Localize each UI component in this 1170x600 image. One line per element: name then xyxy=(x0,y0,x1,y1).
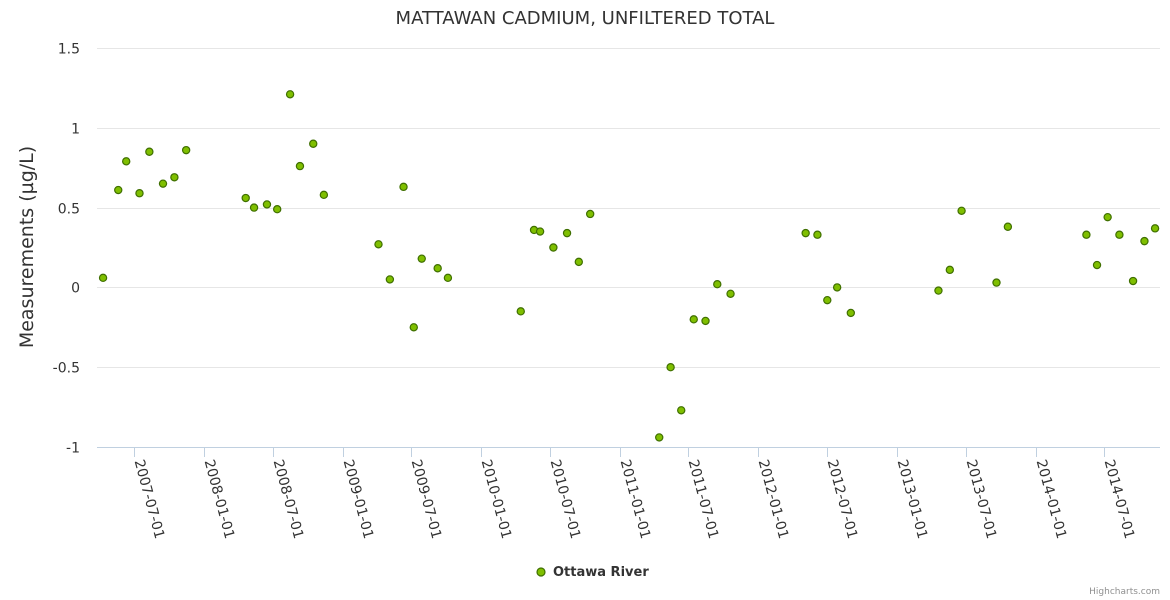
x-tick-label: 2010-07-01 xyxy=(547,458,584,541)
data-point[interactable] xyxy=(535,227,545,236)
data-point[interactable] xyxy=(934,286,943,295)
data-point[interactable] xyxy=(655,433,664,442)
data-point[interactable] xyxy=(992,278,1001,287)
data-point[interactable] xyxy=(273,204,282,214)
data-point[interactable] xyxy=(114,185,123,195)
x-tick-label: 2012-07-01 xyxy=(824,458,861,541)
credits-link[interactable]: Highcharts.com xyxy=(1089,587,1160,597)
data-point[interactable] xyxy=(1082,230,1091,239)
x-tick-label: 2013-07-01 xyxy=(963,458,1000,541)
data-point[interactable] xyxy=(574,257,584,267)
x-tick-label: 2008-07-01 xyxy=(270,458,307,541)
y-tick-label: -1 xyxy=(66,441,80,457)
y-axis: 1.5 1 0.5 0 -0.5 -1 xyxy=(53,42,80,457)
data-point[interactable] xyxy=(241,193,250,203)
data-point[interactable] xyxy=(846,308,856,318)
y-tick-label: 1 xyxy=(71,122,80,138)
legend-item-ottawa-river[interactable]: Ottawa River xyxy=(553,565,649,580)
x-tick-label: 2014-07-01 xyxy=(1101,458,1138,541)
data-point[interactable] xyxy=(801,228,810,238)
data-point[interactable] xyxy=(549,243,558,252)
data-point[interactable] xyxy=(957,206,966,215)
x-tick-label: 2008-01-01 xyxy=(201,458,238,541)
x-tick-label: 2011-01-01 xyxy=(617,458,654,541)
data-point[interactable] xyxy=(309,139,318,148)
data-point[interactable] xyxy=(98,273,108,283)
data-point[interactable] xyxy=(262,200,272,209)
y-tick-label: 0.5 xyxy=(58,202,80,218)
data-point[interactable] xyxy=(285,90,295,99)
data-point[interactable] xyxy=(689,315,698,324)
data-point[interactable] xyxy=(832,283,842,292)
x-axis: 2007-07-01 2008-01-01 2008-07-01 2009-01-01… xyxy=(97,447,1160,541)
data-point[interactable] xyxy=(1092,260,1102,270)
data-point[interactable] xyxy=(823,295,832,305)
data-point[interactable] xyxy=(417,254,426,263)
data-point[interactable] xyxy=(181,145,191,155)
data-point[interactable] xyxy=(295,161,305,171)
data-point[interactable] xyxy=(385,275,395,284)
data-point[interactable] xyxy=(945,265,955,275)
data-point[interactable] xyxy=(726,289,735,298)
data-point[interactable] xyxy=(677,406,686,415)
y-tick-label: 0 xyxy=(71,281,80,297)
data-point[interactable] xyxy=(443,273,453,283)
x-tick-label: 2009-07-01 xyxy=(408,458,445,541)
data-point[interactable] xyxy=(170,173,179,182)
x-tick-label: 2012-01-01 xyxy=(755,458,792,541)
data-point[interactable] xyxy=(1150,224,1160,233)
x-tick-label: 2009-01-01 xyxy=(340,458,377,541)
x-tick-label: 2007-07-01 xyxy=(131,458,168,541)
data-point[interactable] xyxy=(701,316,710,326)
data-point[interactable] xyxy=(562,228,572,238)
x-tick-label: 2013-01-01 xyxy=(894,458,931,541)
data-point[interactable] xyxy=(399,182,408,192)
data-point[interactable] xyxy=(516,307,525,316)
data-point[interactable] xyxy=(713,280,722,289)
data-point[interactable] xyxy=(813,230,822,239)
data-point[interactable] xyxy=(666,363,675,372)
data-point[interactable] xyxy=(1128,276,1138,286)
data-point[interactable] xyxy=(122,157,131,166)
chart-title: MATTAWAN CADMIUM, UNFILTERED TOTAL xyxy=(396,8,775,29)
data-point[interactable] xyxy=(319,190,329,200)
legend-marker xyxy=(536,567,546,577)
gridlines xyxy=(97,48,1160,448)
x-tick-label: 2011-07-01 xyxy=(685,458,722,541)
y-tick-label: -0.5 xyxy=(53,361,80,377)
data-point[interactable] xyxy=(433,264,442,273)
data-point[interactable] xyxy=(249,203,259,212)
series-ottawa-river xyxy=(98,90,1160,442)
data-point[interactable] xyxy=(1115,230,1124,239)
x-tick-label: 2014-01-01 xyxy=(1033,458,1070,541)
x-tick-label: 2010-01-01 xyxy=(478,458,515,541)
data-point[interactable] xyxy=(1003,222,1013,231)
data-point[interactable] xyxy=(585,209,595,219)
y-tick-label: 1.5 xyxy=(58,42,80,58)
data-point[interactable] xyxy=(1140,236,1149,246)
data-point[interactable] xyxy=(409,323,418,332)
data-point[interactable] xyxy=(1103,212,1112,222)
y-axis-label: Measurements (µg/L) xyxy=(16,146,38,348)
data-point[interactable] xyxy=(145,147,154,156)
data-point[interactable] xyxy=(158,179,168,188)
legend[interactable]: Ottawa River xyxy=(536,565,649,580)
data-point[interactable] xyxy=(374,240,383,249)
data-point[interactable] xyxy=(135,189,144,198)
